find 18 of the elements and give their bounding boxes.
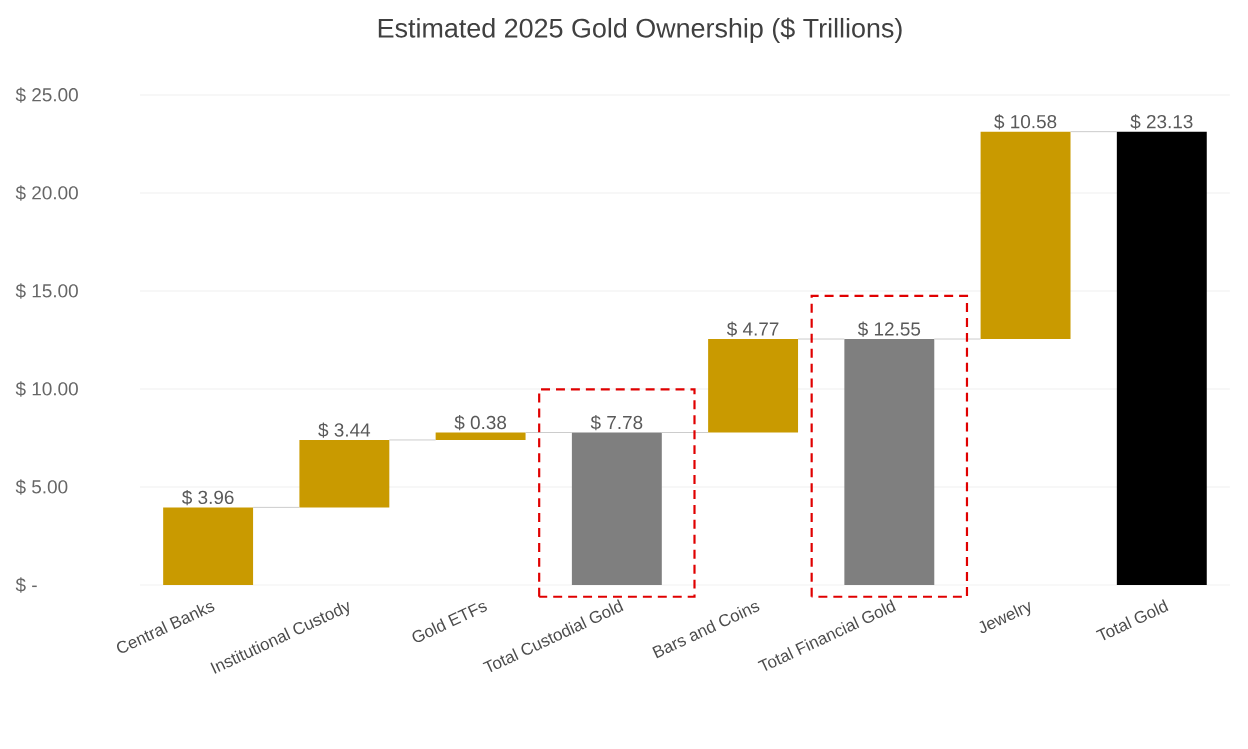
data-label: $ 3.44 <box>318 422 371 438</box>
chart-title: Estimated 2025 Gold Ownership ($ Trillions) <box>378 17 902 43</box>
y-tick-label: $ 20.00 <box>15 185 78 201</box>
data-label: $ 7.78 <box>590 415 643 431</box>
data-label: $ 12.55 <box>857 321 921 337</box>
x-tick-label: Gold ETFs <box>412 602 487 643</box>
data-label: $ 10.58 <box>994 114 1057 130</box>
data-label: $ 4.77 <box>726 321 779 337</box>
data-label: $ 3.96 <box>182 489 234 506</box>
data-label: $ 23.13 <box>1130 114 1193 130</box>
y-tick-label: $ 5.00 <box>15 479 68 495</box>
y-tick-label: $ 15.00 <box>15 283 78 299</box>
data-label: $ 0.38 <box>454 415 507 431</box>
y-tick-label: $ 10.00 <box>15 381 78 397</box>
x-tick-label: Bars and Coins <box>652 602 760 659</box>
x-tick-label: Total Gold <box>1095 599 1169 641</box>
y-tick-label: $ - <box>15 577 37 593</box>
y-tick-label: $ 25.00 <box>15 87 78 103</box>
